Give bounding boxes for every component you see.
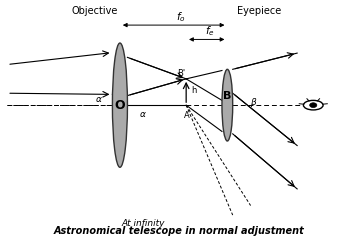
Text: $\alpha$: $\alpha$ [95,95,102,104]
Ellipse shape [303,100,323,110]
Text: A: A [184,111,190,120]
Text: B': B' [178,69,185,78]
Text: Astronomical telescope in normal adjustment: Astronomical telescope in normal adjustm… [54,226,304,236]
Text: $\beta$: $\beta$ [251,96,258,109]
Text: B: B [223,91,232,101]
Text: Objective: Objective [72,5,118,16]
Text: h: h [191,86,196,95]
Text: $f_e$: $f_e$ [205,24,215,38]
Circle shape [310,103,317,108]
Text: $\alpha$: $\alpha$ [139,110,147,119]
Ellipse shape [112,43,127,167]
Text: $f_o$: $f_o$ [176,10,186,24]
Text: O: O [115,99,125,112]
Ellipse shape [222,69,233,141]
Text: Eyepiece: Eyepiece [237,5,282,16]
Text: At infinity: At infinity [121,219,165,228]
